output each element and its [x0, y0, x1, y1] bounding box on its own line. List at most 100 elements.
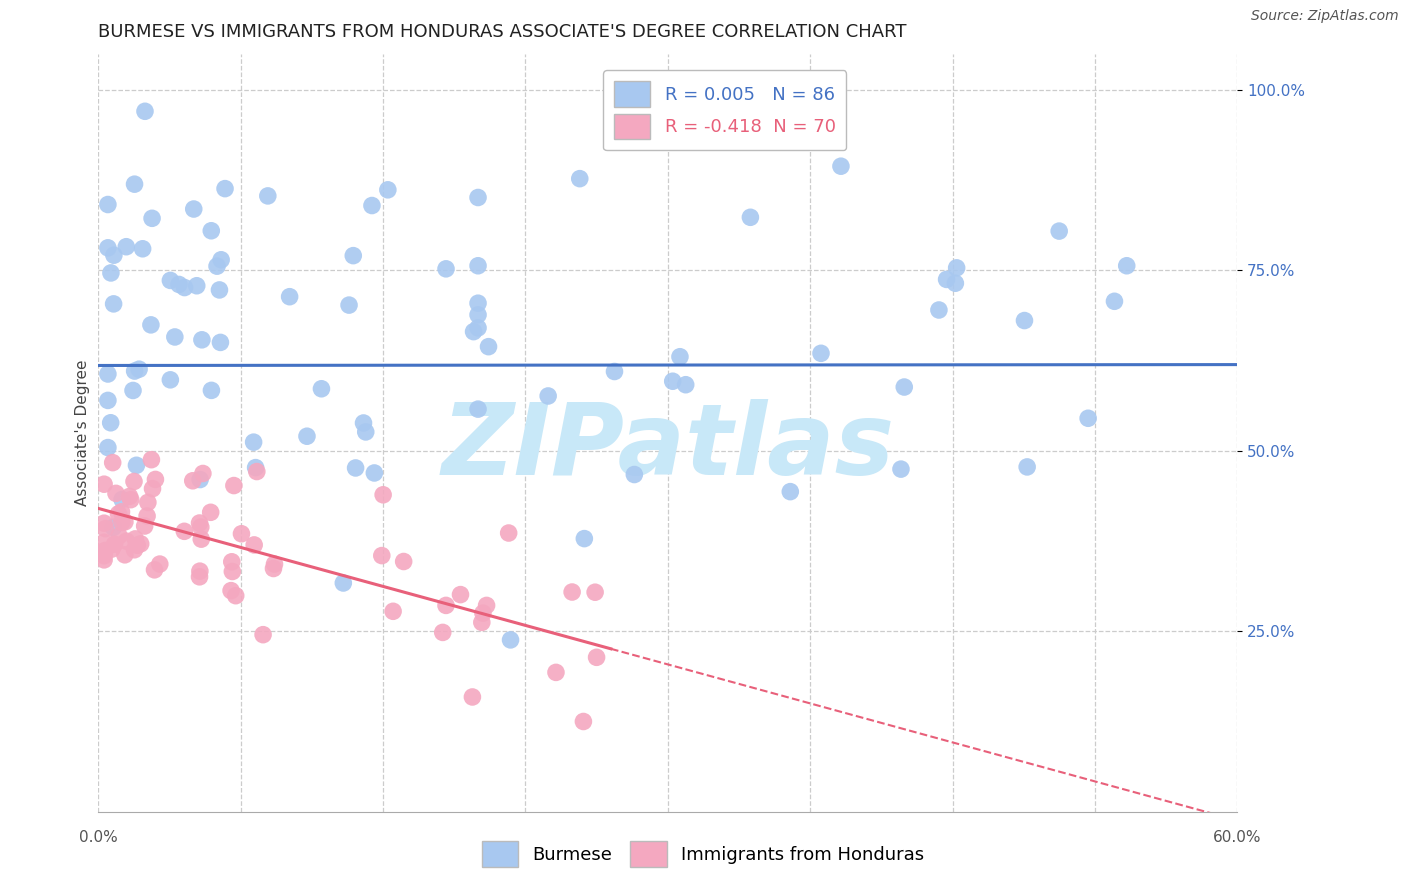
- Point: [103, 248, 125, 262]
- Point: [450, 588, 472, 602]
- Point: [568, 171, 591, 186]
- Point: [221, 555, 243, 569]
- Point: [499, 632, 522, 647]
- Point: [163, 330, 186, 344]
- Point: [263, 561, 285, 575]
- Point: [332, 576, 354, 591]
- Point: [94, 522, 117, 536]
- Point: [143, 563, 166, 577]
- Point: [122, 384, 145, 398]
- Point: [623, 467, 645, 482]
- Point: [342, 249, 364, 263]
- Legend: Burmese, Immigrants from Honduras: Burmese, Immigrants from Honduras: [475, 834, 931, 874]
- Point: [191, 467, 214, 481]
- Point: [136, 495, 159, 509]
- Point: [740, 211, 762, 225]
- Point: [603, 364, 626, 378]
- Point: [890, 462, 912, 476]
- Point: [139, 318, 162, 332]
- Point: [344, 461, 367, 475]
- Point: [209, 335, 232, 350]
- Point: [467, 259, 489, 273]
- Point: [561, 585, 583, 599]
- Point: [935, 272, 957, 286]
- Point: [467, 190, 489, 204]
- Point: [129, 537, 152, 551]
- Point: [471, 615, 494, 630]
- Point: [252, 628, 274, 642]
- Point: [110, 505, 132, 519]
- Point: [190, 532, 212, 546]
- Point: [114, 515, 136, 529]
- Point: [188, 516, 211, 530]
- Point: [463, 325, 485, 339]
- Point: [97, 241, 120, 255]
- Point: [141, 211, 163, 226]
- Point: [893, 380, 915, 394]
- Text: ZIPatlas: ZIPatlas: [441, 400, 894, 496]
- Point: [159, 373, 181, 387]
- Point: [141, 452, 163, 467]
- Text: Source: ZipAtlas.com: Source: ZipAtlas.com: [1251, 9, 1399, 23]
- Point: [585, 650, 607, 665]
- Point: [467, 402, 489, 417]
- Point: [830, 159, 852, 173]
- Point: [124, 542, 146, 557]
- Point: [149, 557, 172, 571]
- Point: [434, 599, 457, 613]
- Point: [263, 557, 285, 571]
- Point: [141, 482, 163, 496]
- Point: [1017, 459, 1039, 474]
- Point: [188, 564, 211, 578]
- Point: [222, 478, 245, 492]
- Point: [1115, 259, 1137, 273]
- Point: [188, 570, 211, 584]
- Point: [115, 534, 138, 549]
- Point: [779, 484, 801, 499]
- Point: [93, 516, 115, 531]
- Point: [354, 425, 377, 439]
- Point: [186, 278, 208, 293]
- Point: [200, 505, 222, 519]
- Point: [477, 340, 499, 354]
- Point: [114, 548, 136, 562]
- Point: [93, 535, 115, 549]
- Point: [200, 224, 222, 238]
- Point: [467, 296, 489, 310]
- Point: [103, 520, 125, 534]
- Point: [1014, 313, 1036, 327]
- Point: [125, 458, 148, 473]
- Point: [231, 526, 253, 541]
- Point: [295, 429, 318, 443]
- Point: [101, 456, 124, 470]
- Point: [134, 519, 156, 533]
- Point: [661, 374, 683, 388]
- Point: [219, 583, 242, 598]
- Point: [136, 508, 159, 523]
- Point: [544, 665, 567, 680]
- Point: [127, 538, 149, 552]
- Point: [246, 465, 269, 479]
- Point: [432, 625, 454, 640]
- Point: [209, 252, 232, 267]
- Point: [208, 283, 231, 297]
- Point: [311, 382, 333, 396]
- Point: [243, 538, 266, 552]
- Point: [363, 466, 385, 480]
- Point: [225, 589, 247, 603]
- Point: [675, 377, 697, 392]
- Point: [181, 474, 204, 488]
- Legend: R = 0.005   N = 86, R = -0.418  N = 70: R = 0.005 N = 86, R = -0.418 N = 70: [603, 70, 846, 150]
- Point: [115, 240, 138, 254]
- Point: [111, 516, 134, 530]
- Point: [498, 526, 520, 541]
- Point: [1047, 224, 1070, 238]
- Point: [278, 290, 301, 304]
- Point: [214, 181, 236, 195]
- Point: [104, 486, 127, 500]
- Point: [943, 277, 966, 291]
- Text: 60.0%: 60.0%: [1213, 830, 1261, 846]
- Point: [93, 553, 115, 567]
- Point: [173, 280, 195, 294]
- Point: [118, 490, 141, 504]
